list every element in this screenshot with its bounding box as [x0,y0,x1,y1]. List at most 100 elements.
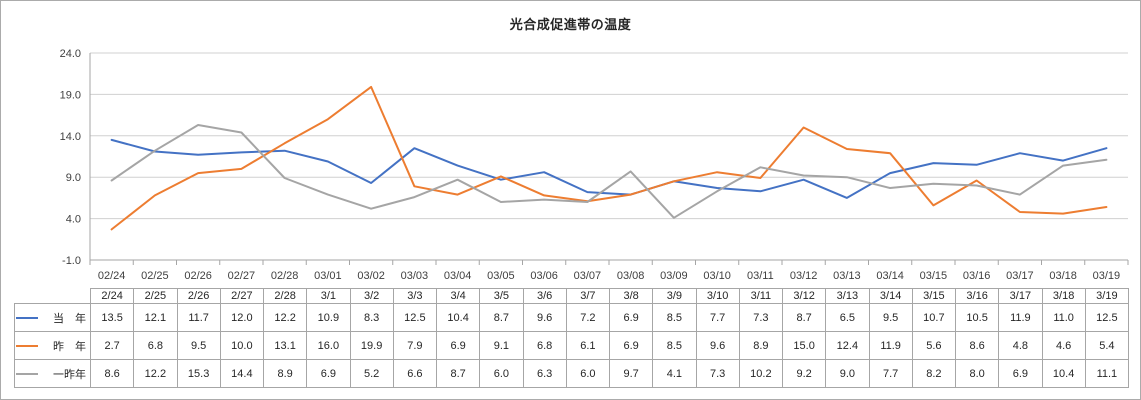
table-value-cell: 6.0 [479,359,524,388]
table-value-cell: 11.0 [1041,303,1086,332]
table-value-cell: 8.7 [781,303,827,332]
table-value-cell: 8.0 [954,359,1000,388]
chart-data-table: 2/24 2/25 2/26 2/27 2/28 3/1 3/2 3/3 3/4 3/5 3/6 3/… [14,288,1130,388]
table-value-cell: 9.7 [608,359,654,388]
table-value-cell: 8.5 [652,303,697,332]
table-value-cell: 15.0 [781,331,827,360]
table-value-cell: 6.1 [565,331,611,360]
table-value-cell: 12.0 [219,303,265,332]
table-value-cell: 7.3 [738,303,784,332]
table-value-cell: 12.4 [825,331,870,360]
table-row-last-year: 昨 年 2.7 6.8 9.5 10.0 13.1 16.0 19.9 7.9 6.9 9.1 6.8… [14,331,1130,360]
table-header-cell: 3/1 [306,288,351,304]
table-value-cell: 6.8 [133,331,178,360]
table-value-cell: 15.3 [176,359,221,388]
table-value-cell: 10.5 [954,303,1000,332]
table-value-cell: 11.9 [868,331,913,360]
x-axis-tick-label: 03/02 [357,270,385,282]
table-value-cell: 6.5 [825,303,870,332]
y-axis-tick-label: 19.0 [60,89,81,101]
x-axis-tick-label: 03/08 [617,270,645,282]
x-axis-tick-label: 02/28 [271,270,299,282]
x-axis-tick-label: 03/07 [574,270,602,282]
series-line-last-year [110,85,1108,231]
table-value-cell: 9.1 [479,331,524,360]
table-value-cell: 9.6 [522,303,567,332]
table-value-cell: 9.5 [176,331,221,360]
table-value-cell: 4.1 [652,359,697,388]
y-axis-tick-label: -1.0 [62,255,81,267]
table-value-cell: 8.5 [652,331,697,360]
table-header-cell: 2/27 [219,288,265,304]
table-header-cell: 3/7 [565,288,611,304]
x-axis-tick-label: 03/17 [1006,270,1034,282]
table-header-cell: 3/16 [954,288,1000,304]
x-axis-tick-label: 03/10 [703,270,731,282]
table-header-cell: 2/26 [176,288,221,304]
x-axis-tick-label: 02/25 [141,270,169,282]
legend-key-icon [16,372,38,375]
table-header-cell: 3/15 [911,288,957,304]
table-value-cell: 8.6 [89,359,135,388]
table-value-cell: 19.9 [349,331,394,360]
table-value-cell: 12.2 [262,303,308,332]
x-axis-tick-label: 02/27 [228,270,256,282]
table-value-cell: 9.2 [781,359,827,388]
table-value-cell: 13.1 [262,331,308,360]
table-value-cell: 8.9 [738,331,784,360]
table-value-cell: 6.9 [435,331,481,360]
table-header-cell: 3/6 [522,288,567,304]
table-value-cell: 10.4 [1041,359,1086,388]
x-axis-tick-label: 03/11 [747,270,774,282]
legend-key-icon [16,344,38,347]
table-value-cell: 7.7 [695,303,740,332]
x-axis-tick-label: 02/26 [184,270,212,282]
series-name-label: 昨 年 [53,340,86,353]
x-axis-tick-label: 03/19 [1093,270,1121,282]
table-header-cell: 2/28 [262,288,308,304]
x-axis-tick-label: 03/13 [833,270,861,282]
x-axis-tick-label: 03/05 [487,270,515,282]
table-value-cell: 14.4 [219,359,265,388]
x-axis-tick-label: 03/15 [920,270,948,282]
table-value-cell: 7.7 [868,359,913,388]
y-axis-tick-label: 24.0 [60,48,81,60]
table-value-cell: 6.9 [608,303,654,332]
series-line-two-years-ago [110,124,1108,219]
table-value-cell: 4.6 [1041,331,1086,360]
chart-title: 光合成促進帯の温度 [509,17,632,32]
x-axis-tick-label: 03/03 [401,270,429,282]
table-value-cell: 6.6 [392,359,438,388]
y-axis-tick-label: 4.0 [66,214,81,226]
table-value-cell: 7.9 [392,331,438,360]
table-header-cell: 3/17 [998,288,1043,304]
table-value-cell: 5.6 [911,331,957,360]
legend-key-icon [16,316,38,319]
table-header-cell: 3/13 [825,288,870,304]
table-header-cell: 3/19 [1084,288,1130,304]
table-header-cell: 2/24 [89,288,135,304]
table-header-cell: 3/2 [349,288,394,304]
table-value-cell: 9.0 [825,359,870,388]
table-value-cell: 8.6 [954,331,1000,360]
table-header-row: 2/24 2/25 2/26 2/27 2/28 3/1 3/2 3/3 3/4 3/5 3/6 3/… [15,288,1130,304]
table-value-cell: 11.9 [998,303,1043,332]
table-value-cell: 7.2 [565,303,611,332]
table-value-cell: 8.9 [262,359,308,388]
table-value-cell: 8.7 [479,303,524,332]
table-value-cell: 12.5 [1084,303,1130,332]
y-axis-tick-label: 9.0 [66,172,81,184]
table-value-cell: 11.1 [1084,359,1130,388]
table-header-cell: 3/3 [392,288,438,304]
table-value-cell: 12.2 [133,359,178,388]
series-name-label: 一昨年 [53,368,86,381]
table-value-cell: 6.9 [998,359,1043,388]
table-value-cell: 13.5 [89,303,135,332]
x-axis-tick-label: 03/09 [660,270,688,282]
table-row-current-year: 当 年 13.5 12.1 11.7 12.0 12.2 10.9 8.3 12.5 10.4 8.… [14,303,1130,332]
table-value-cell: 6.8 [522,331,567,360]
table-value-cell: 6.9 [608,331,654,360]
table-value-cell: 10.4 [435,303,481,332]
table-value-cell: 5.4 [1084,331,1130,360]
